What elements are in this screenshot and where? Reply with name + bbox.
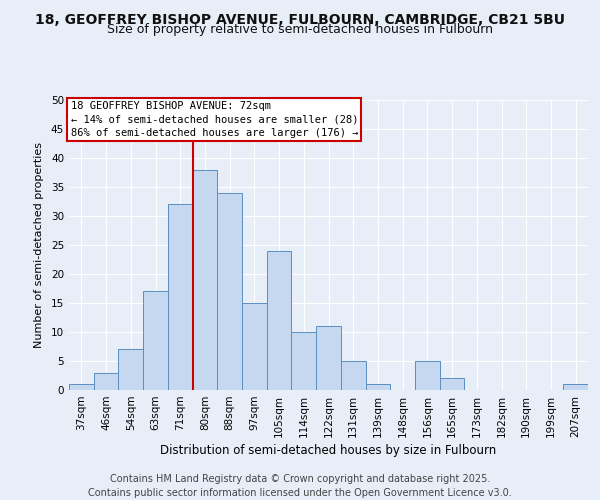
Bar [267,251,292,390]
Y-axis label: Number of semi-detached properties: Number of semi-detached properties [34,142,44,348]
Bar [94,372,118,390]
Bar [341,361,365,390]
Bar [143,292,168,390]
Bar [440,378,464,390]
Bar [316,326,341,390]
Bar [217,193,242,390]
Bar [415,361,440,390]
Text: Contains HM Land Registry data © Crown copyright and database right 2025.
Contai: Contains HM Land Registry data © Crown c… [88,474,512,498]
Bar [118,350,143,390]
Bar [563,384,588,390]
Text: Size of property relative to semi-detached houses in Fulbourn: Size of property relative to semi-detach… [107,22,493,36]
Bar [365,384,390,390]
Bar [193,170,217,390]
Bar [242,303,267,390]
Bar [292,332,316,390]
X-axis label: Distribution of semi-detached houses by size in Fulbourn: Distribution of semi-detached houses by … [160,444,497,457]
Bar [69,384,94,390]
Text: 18, GEOFFREY BISHOP AVENUE, FULBOURN, CAMBRIDGE, CB21 5BU: 18, GEOFFREY BISHOP AVENUE, FULBOURN, CA… [35,12,565,26]
Bar [168,204,193,390]
Text: 18 GEOFFREY BISHOP AVENUE: 72sqm
← 14% of semi-detached houses are smaller (28)
: 18 GEOFFREY BISHOP AVENUE: 72sqm ← 14% o… [71,102,358,138]
